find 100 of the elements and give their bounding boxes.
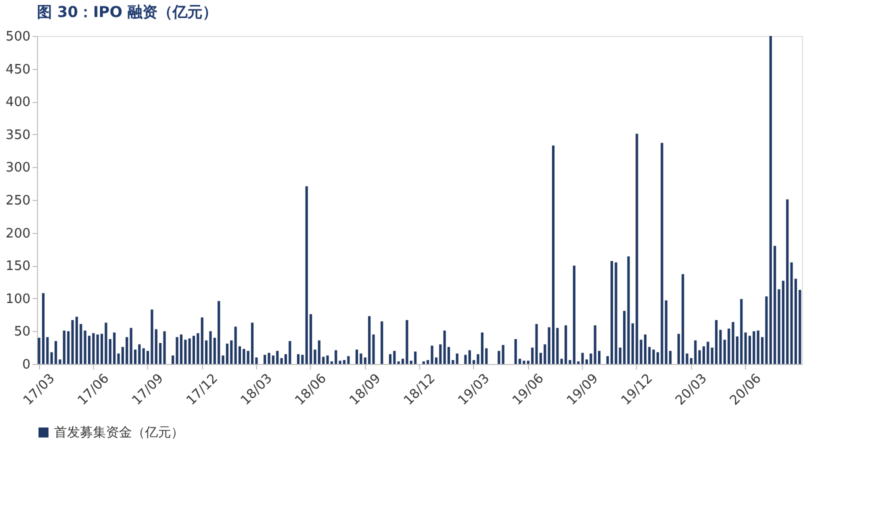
bar bbox=[356, 350, 358, 364]
bar bbox=[126, 337, 128, 364]
y-tick-label: 450 bbox=[6, 62, 30, 78]
bar bbox=[276, 350, 279, 364]
bar bbox=[740, 299, 743, 364]
bar bbox=[264, 354, 266, 364]
bar bbox=[430, 346, 434, 364]
bar bbox=[176, 337, 178, 364]
bar bbox=[464, 354, 467, 364]
bar bbox=[393, 350, 396, 364]
bar bbox=[92, 333, 95, 364]
y-tick-label: 200 bbox=[6, 226, 30, 242]
bar bbox=[272, 355, 274, 364]
bar bbox=[54, 341, 58, 364]
bar bbox=[456, 354, 458, 364]
bar bbox=[660, 142, 664, 364]
bar bbox=[652, 350, 655, 364]
bar bbox=[180, 334, 182, 364]
bar bbox=[188, 338, 191, 364]
bar bbox=[230, 340, 233, 364]
bar bbox=[531, 348, 534, 364]
y-tick-label: 350 bbox=[6, 128, 30, 143]
y-tick-label: 100 bbox=[6, 292, 30, 307]
bar bbox=[368, 316, 371, 364]
y-tick-label: 250 bbox=[6, 194, 30, 208]
chart-title: 图 30：IPO 融资（亿元） bbox=[37, 3, 218, 21]
bar bbox=[572, 266, 576, 364]
bar bbox=[130, 328, 132, 364]
y-tick-label: 0 bbox=[22, 358, 30, 372]
bar bbox=[388, 354, 392, 364]
bar bbox=[698, 350, 701, 364]
bar bbox=[422, 361, 425, 364]
bar bbox=[280, 358, 283, 364]
bar bbox=[414, 352, 417, 364]
bar bbox=[682, 274, 684, 364]
bar bbox=[150, 310, 154, 364]
bar bbox=[790, 262, 793, 364]
bar bbox=[251, 322, 254, 364]
bar bbox=[318, 340, 320, 364]
bar bbox=[502, 344, 504, 364]
bar bbox=[196, 333, 200, 364]
bar bbox=[406, 320, 408, 364]
bar bbox=[728, 328, 730, 364]
bar bbox=[242, 348, 246, 364]
bar bbox=[426, 360, 430, 364]
bar bbox=[226, 344, 228, 364]
bar bbox=[218, 301, 220, 364]
bar bbox=[347, 356, 350, 364]
y-tick-label: 400 bbox=[6, 95, 30, 110]
bar bbox=[338, 360, 342, 364]
bar bbox=[138, 344, 141, 364]
bar bbox=[706, 342, 710, 364]
bar bbox=[360, 354, 362, 364]
bar bbox=[192, 336, 196, 364]
bar bbox=[610, 261, 614, 364]
bar bbox=[439, 344, 442, 364]
bar bbox=[297, 354, 300, 364]
bar bbox=[715, 320, 718, 364]
bar bbox=[172, 355, 174, 364]
bar bbox=[268, 352, 270, 364]
bar bbox=[522, 360, 526, 364]
bar bbox=[686, 354, 688, 364]
bar bbox=[752, 331, 756, 364]
bar bbox=[305, 186, 308, 364]
bar bbox=[468, 350, 471, 364]
bar bbox=[380, 321, 384, 364]
bar bbox=[67, 331, 70, 364]
bar bbox=[397, 361, 400, 364]
bar bbox=[756, 330, 760, 364]
y-tick-label: 300 bbox=[6, 160, 30, 176]
bar bbox=[594, 325, 596, 364]
bar bbox=[614, 262, 618, 364]
bar bbox=[480, 332, 484, 364]
legend-label: 首发募集资金（亿元） bbox=[54, 426, 184, 440]
bar bbox=[301, 354, 304, 364]
bar bbox=[142, 348, 145, 364]
bar bbox=[200, 317, 204, 364]
bar bbox=[765, 296, 768, 364]
bar bbox=[627, 256, 630, 364]
bar bbox=[42, 293, 45, 364]
bar bbox=[498, 350, 500, 364]
y-tick-label: 150 bbox=[6, 259, 30, 274]
bar bbox=[514, 339, 517, 364]
bar bbox=[564, 325, 568, 364]
bar bbox=[590, 354, 592, 364]
bar bbox=[343, 360, 346, 364]
bar bbox=[744, 332, 747, 364]
bar bbox=[623, 310, 626, 364]
bar bbox=[154, 329, 158, 364]
bar bbox=[769, 36, 772, 364]
bar bbox=[636, 134, 638, 364]
bar bbox=[544, 344, 546, 364]
bar bbox=[75, 316, 78, 364]
bar bbox=[84, 330, 86, 364]
bar bbox=[786, 199, 789, 364]
bar bbox=[644, 334, 646, 364]
y-tick-label: 500 bbox=[6, 30, 30, 44]
bar bbox=[334, 350, 338, 364]
bar bbox=[288, 341, 292, 364]
bar bbox=[96, 334, 99, 364]
